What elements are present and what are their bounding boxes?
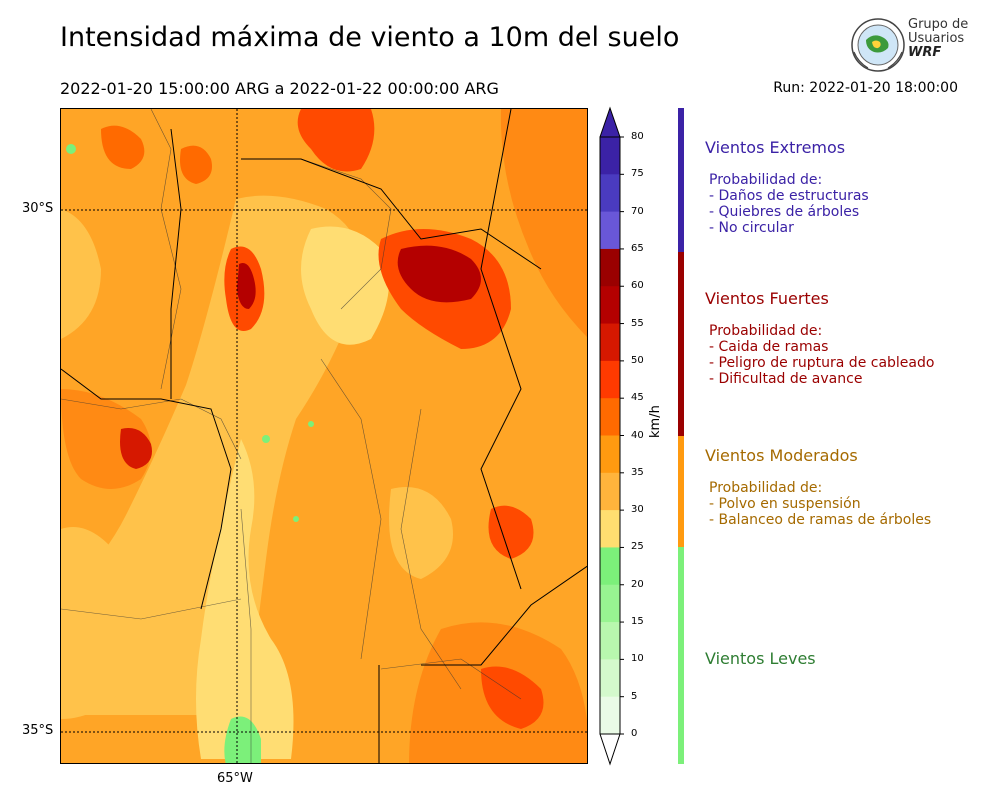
colorbar-tick-label: 60 <box>631 280 644 292</box>
strong-title: Vientos Fuertes <box>705 289 829 308</box>
extreme-desc-header: Probabilidad de: <box>709 172 823 188</box>
colorbar-tick-label: 70 <box>631 205 644 217</box>
colorbar-segment <box>600 659 620 698</box>
colorbar-tick-label: 50 <box>631 354 644 366</box>
extreme-desc: Probabilidad de: - Daños de estructuras … <box>709 172 869 236</box>
strong-item: - Dificultad de avance <box>709 371 863 387</box>
colorbar-segment <box>600 584 620 623</box>
colorbar-segment <box>600 622 620 660</box>
light-bar <box>678 547 684 764</box>
lat-label-35s: 35°S <box>22 723 54 738</box>
colorbar-segment <box>600 472 620 511</box>
colorbar-unit: km/h <box>648 405 663 438</box>
extreme-item: - Quiebres de árboles <box>709 204 860 220</box>
wind-map <box>60 108 588 764</box>
moderate-title: Vientos Moderados <box>705 446 858 465</box>
colorbar-segment <box>600 211 620 250</box>
colorbar-tick-label: 75 <box>631 168 644 180</box>
colorbar-segment <box>600 248 620 287</box>
strong-item: - Peligro de ruptura de cableado <box>709 355 935 371</box>
colorbar-segment <box>600 547 620 586</box>
colorbar-tick-label: 45 <box>631 392 644 404</box>
colorbar-segment <box>600 360 620 399</box>
strong-desc-header: Probabilidad de: <box>709 323 823 339</box>
colorbar-segment <box>600 286 620 325</box>
colorbar <box>599 106 624 766</box>
strong-bar <box>678 252 684 436</box>
colorbar-segment <box>600 174 620 213</box>
colorbar-segment <box>600 510 620 548</box>
colorbar-segment <box>600 323 620 362</box>
moderate-bar <box>678 436 684 547</box>
wind-field-svg <box>61 109 587 763</box>
colorbar-segment <box>600 398 620 436</box>
colorbar-tick-label: 65 <box>631 242 644 254</box>
colorbar-tick-label: 40 <box>631 429 644 441</box>
extreme-title: Vientos Extremos <box>705 138 846 157</box>
extreme-item: - Daños de estructuras <box>709 188 869 204</box>
globe-seal-icon <box>851 18 905 72</box>
colorbar-tick-label: 10 <box>631 653 644 665</box>
forecast-period: 2022-01-20 15:00:00 ARG a 2022-01-22 00:… <box>60 79 499 98</box>
colorbar-tick-label: 80 <box>631 131 644 142</box>
colorbar-tick-label: 30 <box>631 504 644 516</box>
moderate-desc: Probabilidad de: - Polvo en suspensión -… <box>709 480 931 528</box>
lat-label-30s: 30°S <box>22 201 54 216</box>
logo-line-3: WRF <box>908 45 942 60</box>
moderate-item: - Balanceo de ramas de árboles <box>709 512 932 528</box>
extreme-bar <box>678 108 684 252</box>
colorbar-tick-label: 25 <box>631 541 644 553</box>
logo-line-2: Usuarios <box>908 31 965 46</box>
colorbar-tick-label: 5 <box>631 690 638 702</box>
run-timestamp: Run: 2022-01-20 18:00:00 <box>773 80 958 96</box>
logo-line-1: Grupo de <box>908 17 969 32</box>
extreme-item: - No circular <box>709 220 794 236</box>
colorbar-segment <box>600 137 620 175</box>
colorbar-segment <box>600 696 620 735</box>
logo-text: Grupo de Usuarios WRF <box>908 18 968 60</box>
colorbar-tick-label: 0 <box>631 728 638 739</box>
colorbar-tick-label: 20 <box>631 578 644 590</box>
colorbar-segment <box>600 435 620 474</box>
strong-desc: Probabilidad de: - Caida de ramas - Peli… <box>709 323 934 387</box>
colorbar-tick-label: 35 <box>631 466 644 478</box>
strong-item: - Caida de ramas <box>709 339 829 355</box>
light-title: Vientos Leves <box>705 649 816 668</box>
lon-label-65w: 65°W <box>217 771 253 786</box>
moderate-desc-header: Probabilidad de: <box>709 480 823 496</box>
colorbar-segments <box>600 137 620 735</box>
colorbar-tick-label: 55 <box>631 317 644 329</box>
moderate-item: - Polvo en suspensión <box>709 496 861 512</box>
colorbar-tick-label: 15 <box>631 616 644 628</box>
map-title: Intensidad máxima de viento a 10m del su… <box>60 22 680 53</box>
